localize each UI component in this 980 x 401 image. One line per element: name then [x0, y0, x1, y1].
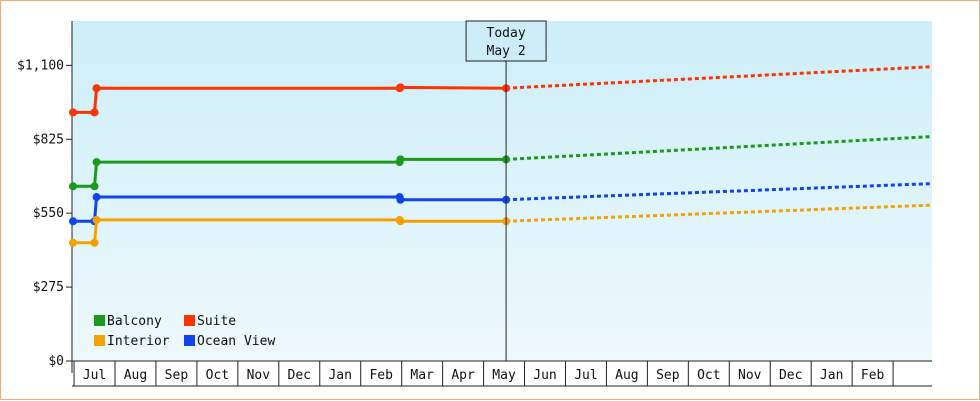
today-date: May 2 [487, 44, 526, 59]
today-box [465, 20, 547, 62]
month-label: Feb [369, 368, 393, 383]
legend-label: Interior [107, 334, 170, 349]
plot-background [72, 21, 932, 361]
data-point-balcony [90, 182, 99, 191]
data-point-suite [90, 108, 99, 117]
legend-swatch [184, 315, 195, 326]
month-label: May [492, 368, 516, 383]
data-point-suite [69, 108, 77, 117]
month-label: Apr [451, 368, 475, 383]
month-label: Oct [697, 368, 720, 383]
series-forecast-suite [506, 65, 933, 90]
month-label: Jul [83, 368, 106, 383]
y-tick-label: $1,100 [17, 58, 64, 73]
y-tick-label: $0 [48, 354, 64, 369]
today-marker: Today May 2 [465, 20, 547, 361]
month-label: Aug [124, 368, 147, 383]
y-tick-label: $275 [33, 280, 64, 295]
today-label: Today [487, 26, 526, 41]
legend-label: Ocean View [197, 334, 275, 349]
month-label: Jun [533, 368, 556, 383]
month-label: Jan [328, 368, 351, 383]
month-label: Feb [861, 368, 885, 383]
month-label: Jan [820, 368, 843, 383]
data-point-suite [92, 84, 101, 93]
data-point-ocean-view [92, 193, 101, 202]
data-point-interior [92, 215, 101, 224]
legend-label: Balcony [107, 314, 162, 329]
y-tick-label: $825 [33, 132, 64, 147]
data-point-balcony [92, 158, 101, 167]
series-layer [69, 65, 933, 247]
month-label: Sep [165, 368, 189, 383]
series-forecast-ocean-view [506, 182, 933, 202]
legend-label: Suite [197, 314, 236, 329]
legend-swatch [94, 335, 105, 346]
month-label: Dec [288, 368, 311, 383]
month-label: Jul [574, 368, 597, 383]
month-label: Nov [738, 368, 762, 383]
data-point-ocean-view [69, 217, 77, 226]
data-point-balcony [69, 182, 77, 191]
legend-swatch [94, 315, 105, 326]
legend: Balcony Suite Interior Ocean View [94, 314, 275, 349]
month-label: Mar [410, 368, 434, 383]
month-label: Aug [615, 368, 638, 383]
month-label: Sep [656, 368, 680, 383]
data-point-interior [396, 217, 405, 226]
data-point-interior [69, 238, 77, 247]
legend-swatch [184, 335, 195, 346]
data-point-balcony [396, 155, 405, 164]
month-label: Dec [779, 368, 802, 383]
data-point-ocean-view [396, 195, 405, 204]
month-label: Oct [206, 368, 229, 383]
y-tick-label: $550 [33, 206, 64, 221]
series-forecast-interior [506, 203, 933, 223]
data-point-interior [90, 238, 99, 247]
series-forecast-balcony [506, 135, 933, 161]
data-point-suite [396, 83, 405, 92]
y-axis: $0 $275 $550 $825 $1,100 [17, 21, 73, 373]
x-axis: Jul Aug Sep Oct Nov Dec Jan Feb Mar Apr May Jun Jul A… [72, 360, 932, 387]
month-label: Nov [247, 368, 271, 383]
